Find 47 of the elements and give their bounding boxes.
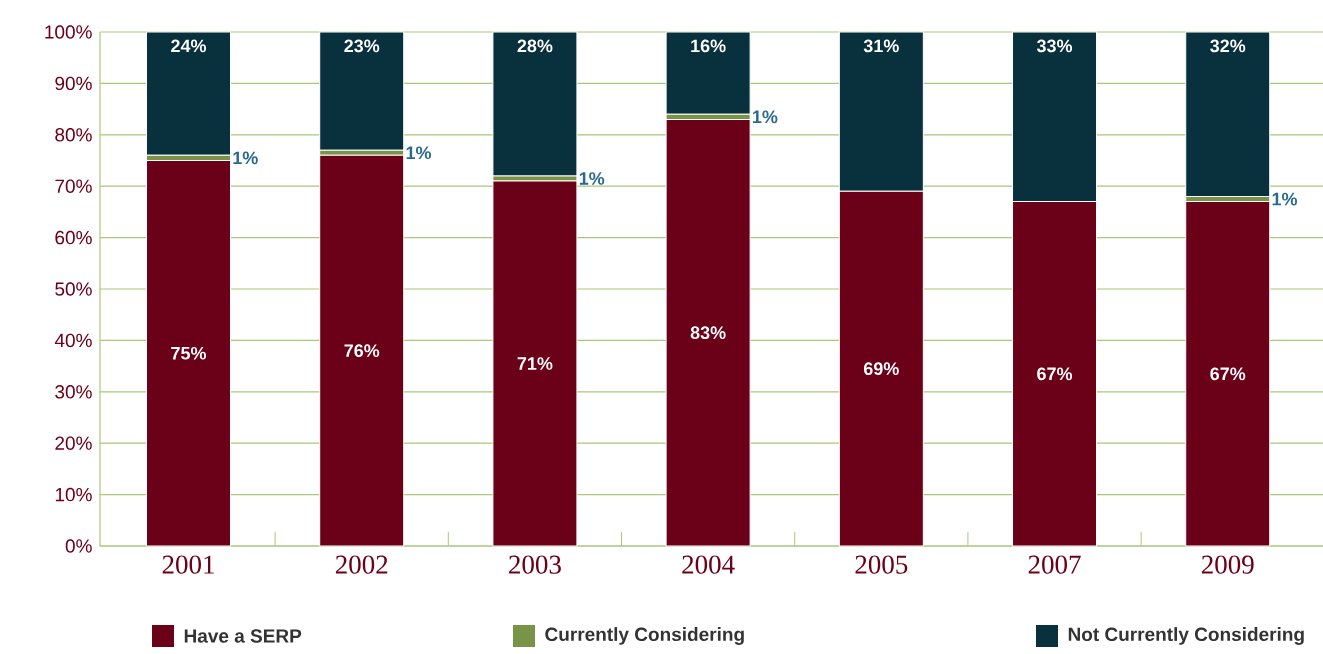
y-tick-label: 60% <box>55 230 92 245</box>
y-tick-label: 10% <box>55 487 92 502</box>
y-tick-label: 20% <box>55 436 92 450</box>
data-label: 76% <box>344 344 380 358</box>
data-label: 28% <box>517 39 553 53</box>
bar <box>146 31 232 156</box>
y-tick-label: 50% <box>55 282 92 296</box>
data-label: 31% <box>863 39 899 53</box>
data-label: 32% <box>1210 39 1246 53</box>
x-tick-label: 2004 <box>682 555 735 574</box>
data-label: 1% <box>233 151 258 165</box>
data-label: 23% <box>344 39 380 53</box>
x-tick-label: 2005 <box>855 555 908 574</box>
legend-label: Not Currently Considering <box>1068 627 1304 645</box>
x-tick-label: 2007 <box>1028 555 1081 574</box>
x-tick-label: 2009 <box>1201 555 1254 574</box>
x-tick-label: 2002 <box>335 555 388 574</box>
y-tick-label: 100% <box>45 25 92 39</box>
data-label: 67% <box>1037 367 1073 381</box>
y-tick-label: 40% <box>54 333 92 348</box>
data-label: 24% <box>171 39 207 53</box>
y-tick-label: 70% <box>55 179 92 193</box>
x-tick-label: 2001 <box>162 555 214 574</box>
bar <box>319 154 405 547</box>
bar <box>319 31 405 151</box>
data-label: 67% <box>1210 367 1246 381</box>
data-label: 69% <box>863 362 899 376</box>
x-tick-label: 2003 <box>509 555 561 574</box>
bar <box>492 31 578 177</box>
bar <box>665 31 751 115</box>
data-label: 1% <box>753 110 778 124</box>
y-tick-label: 30% <box>55 385 92 399</box>
data-label: 33% <box>1036 39 1073 53</box>
y-tick-label: 80% <box>55 128 92 142</box>
data-label: 83% <box>690 326 726 340</box>
data-label: 75% <box>171 346 207 360</box>
y-tick-label: 0% <box>65 539 92 553</box>
data-label: 16% <box>691 39 726 53</box>
data-label: 1% <box>1272 192 1298 206</box>
legend-label: Have a SERP <box>184 629 302 643</box>
data-label: 71% <box>517 357 553 370</box>
data-label: 1% <box>406 146 432 160</box>
bar <box>665 118 751 547</box>
data-label: 1% <box>579 172 605 185</box>
legend-label: Currently Considering <box>545 627 744 645</box>
y-tick-label: 90% <box>55 76 92 91</box>
bar <box>1185 31 1271 197</box>
